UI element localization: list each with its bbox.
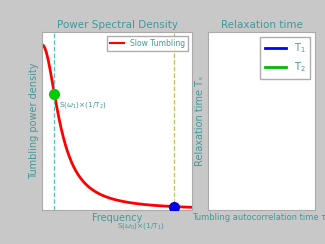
Text: S($\omega_0$)$\times$(1/T$_1$): S($\omega_0$)$\times$(1/T$_1$) xyxy=(117,221,165,231)
Y-axis label: Relaxation time Tₓ: Relaxation time Tₓ xyxy=(195,76,205,166)
Title: Power Spectral Density: Power Spectral Density xyxy=(57,20,177,30)
X-axis label: Tumbling autocorrelation time τᴄ: Tumbling autocorrelation time τᴄ xyxy=(192,213,325,222)
Text: S($\omega_1$)$\times$(1/T$_2$): S($\omega_1$)$\times$(1/T$_2$) xyxy=(59,100,107,110)
Legend: T$_1$, T$_2$: T$_1$, T$_2$ xyxy=(260,37,310,79)
Title: Relaxation time: Relaxation time xyxy=(221,20,303,30)
Y-axis label: Tumbling power density: Tumbling power density xyxy=(30,62,39,179)
X-axis label: Frequency: Frequency xyxy=(92,213,142,223)
Legend: Slow Tumbling: Slow Tumbling xyxy=(107,36,188,51)
